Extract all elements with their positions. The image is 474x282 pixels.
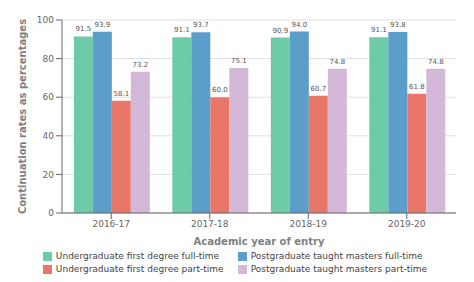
svg-text:60.7: 60.7 <box>311 85 327 93</box>
svg-text:2016-17: 2016-17 <box>92 219 130 229</box>
svg-text:60.0: 60.0 <box>212 86 228 94</box>
svg-text:0: 0 <box>48 208 54 218</box>
svg-text:58.1: 58.1 <box>114 90 130 98</box>
svg-text:80: 80 <box>43 54 55 64</box>
svg-text:100: 100 <box>37 15 54 25</box>
svg-text:91.1: 91.1 <box>371 26 387 34</box>
svg-text:90.9: 90.9 <box>273 27 289 35</box>
svg-text:74.8: 74.8 <box>428 58 444 66</box>
html-text:Postgraduate taught masters fu: Postgraduate taught masters full-time <box>250 251 423 261</box>
html-text:Undergraduate first degree par: Undergraduate first degree part-time <box>55 264 224 274</box>
svg-text:20: 20 <box>43 170 55 180</box>
svg-text:60: 60 <box>43 92 55 102</box>
svg-text:61.8: 61.8 <box>409 83 425 91</box>
svg-text:91.1: 91.1 <box>174 26 190 34</box>
html-text:Undergraduate first degree ful: Undergraduate first degree full-time <box>55 251 219 261</box>
svg-text:75.1: 75.1 <box>231 57 247 65</box>
svg-text:93.8: 93.8 <box>390 21 406 29</box>
svg-text:2018-19: 2018-19 <box>289 219 327 229</box>
svg-text:73.2: 73.2 <box>133 61 149 69</box>
html-text:Postgraduate taught masters pa: Postgraduate taught masters part-time <box>250 264 428 274</box>
svg-text:2019-20: 2019-20 <box>388 219 426 229</box>
svg-text:Academic year of entry: Academic year of entry <box>194 236 325 247</box>
svg-text:Continuation rates as percenta: Continuation rates as percentages <box>17 19 28 214</box>
svg-text:91.5: 91.5 <box>76 25 92 33</box>
svg-text:94.0: 94.0 <box>292 21 308 29</box>
svg-text:2017-18: 2017-18 <box>191 219 229 229</box>
svg-text:40: 40 <box>43 131 55 141</box>
svg-text:93.7: 93.7 <box>193 21 209 29</box>
svg-text:74.8: 74.8 <box>330 58 346 66</box>
svg-text:93.9: 93.9 <box>95 21 111 29</box>
